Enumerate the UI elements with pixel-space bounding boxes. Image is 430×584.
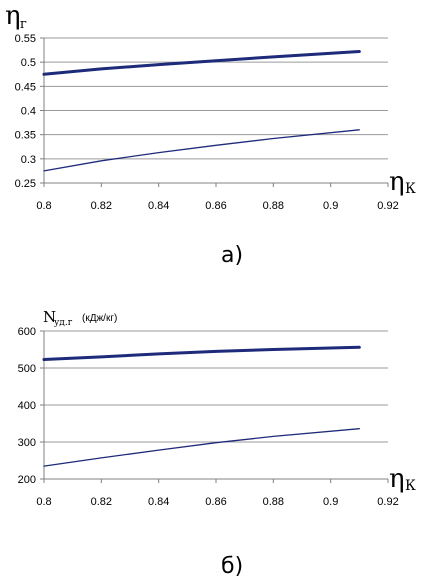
chart-b-x-tick-label: 0.8 bbox=[36, 496, 51, 508]
chart-a-x-tick-label: 0.82 bbox=[91, 200, 112, 212]
chart-b-axes bbox=[40, 330, 389, 483]
chart-a-x-tick-label: 0.84 bbox=[148, 200, 169, 212]
chart-b-y-tick-label: 500 bbox=[18, 363, 36, 375]
chart-a-y-axis-symbol: η bbox=[5, 1, 21, 31]
chart-a-x-tick-label: 0.9 bbox=[323, 200, 338, 212]
chart-b-y-axis-subscript: уд.г bbox=[54, 318, 73, 328]
chart-b-x-tick-label: 0.92 bbox=[377, 496, 398, 508]
chart-a-panel-label: а) bbox=[221, 243, 243, 268]
chart-a-y-tick-label: 0.5 bbox=[21, 57, 36, 69]
chart-a-series-line-1 bbox=[42, 50, 361, 76]
chart-b-x-tick-label: 0.86 bbox=[205, 496, 226, 508]
chart-a-y-tick-label: 0.45 bbox=[15, 81, 36, 93]
chart-b-x-tick-label: 0.9 bbox=[323, 496, 338, 508]
chart-a-x-tick-label: 0.92 bbox=[377, 200, 398, 212]
chart-b-y-tick-label: 300 bbox=[18, 437, 36, 449]
chart-a-y-tick-label: 0.4 bbox=[21, 106, 36, 118]
chart-a-x-tick-label: 0.86 bbox=[205, 200, 226, 212]
chart-b-x-axis-symbol: η bbox=[389, 464, 405, 494]
chart-b-y-axis-unit: (кДж/кг) bbox=[82, 313, 117, 324]
chart-b-series bbox=[42, 345, 361, 467]
chart-b-x-tick-labels: 0.8 0.82 0.84 0.86 0.88 0.9 0.92 bbox=[36, 496, 398, 508]
chart-b-x-axis-subscript: К bbox=[405, 478, 416, 494]
chart-a-y-axis-subscript: г bbox=[20, 17, 27, 32]
chart-a-gridlines bbox=[44, 37, 388, 160]
chart-a-x-axis-subscript: К bbox=[405, 181, 416, 197]
chart-a-x-tick-labels: 0.8 0.82 0.84 0.86 0.88 0.9 0.92 bbox=[36, 200, 398, 212]
chart-b-panel-label: б) bbox=[221, 554, 243, 579]
chart-b-x-tick-label: 0.82 bbox=[91, 496, 112, 508]
chart-a-x-tick-label: 0.88 bbox=[263, 200, 284, 212]
chart-b-gridlines bbox=[44, 330, 388, 443]
chart-a-series bbox=[42, 50, 361, 172]
chart-a-y-tick-label: 0.35 bbox=[15, 130, 36, 142]
chart-b-x-tick-label: 0.84 bbox=[148, 496, 169, 508]
chart-a-y-tick-labels: 0.25 0.3 0.35 0.4 0.45 0.5 0.55 bbox=[15, 33, 36, 190]
chart-a-x-axis-symbol: η bbox=[389, 167, 405, 197]
chart-a: 0.250.30.350.40.450.50.55 0.8 0.82 0.84 0.8… bbox=[5, 1, 416, 268]
chart-b-y-tick-labels: 200 300 400 500 600 bbox=[18, 326, 36, 486]
chart-a-y-tick-label: 0.55 bbox=[15, 33, 36, 45]
chart-b-y-tick-label: 600 bbox=[18, 326, 36, 338]
chart-a-y-tick-label: 0.25 bbox=[15, 178, 36, 190]
chart-b-y-axis-symbol: N bbox=[43, 308, 56, 326]
chart-a-series-line-2 bbox=[43, 129, 360, 172]
chart-b-series-line-1 bbox=[42, 345, 361, 361]
chart-a-axes bbox=[40, 37, 389, 187]
chart-b-x-tick-label: 0.88 bbox=[263, 496, 284, 508]
chart-a-x-tick-label: 0.8 bbox=[36, 200, 51, 212]
chart-b-y-tick-label: 200 bbox=[18, 474, 36, 486]
chart-b-y-tick-label: 400 bbox=[18, 400, 36, 412]
chart-b-series-line-2 bbox=[43, 428, 360, 467]
chart-a-y-tick-label: 0.3 bbox=[21, 154, 36, 166]
